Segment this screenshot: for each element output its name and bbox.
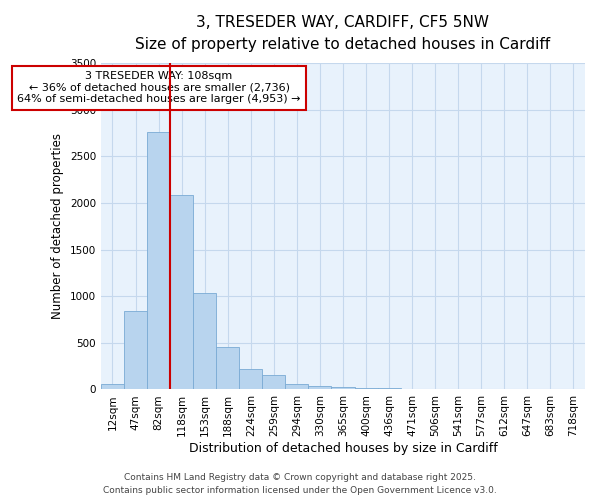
Bar bbox=[424, 389, 446, 390]
Bar bbox=[101, 384, 124, 390]
Title: 3, TRESEDER WAY, CARDIFF, CF5 5NW
Size of property relative to detached houses i: 3, TRESEDER WAY, CARDIFF, CF5 5NW Size o… bbox=[136, 15, 551, 52]
Bar bbox=[286, 384, 308, 390]
Bar bbox=[193, 294, 216, 390]
Bar bbox=[262, 376, 286, 390]
Bar bbox=[147, 132, 170, 390]
Y-axis label: Number of detached properties: Number of detached properties bbox=[51, 134, 64, 320]
Text: Contains HM Land Registry data © Crown copyright and database right 2025.
Contai: Contains HM Land Registry data © Crown c… bbox=[103, 474, 497, 495]
Bar bbox=[331, 387, 355, 390]
Bar bbox=[124, 311, 147, 390]
Bar bbox=[239, 370, 262, 390]
Bar bbox=[308, 386, 331, 390]
X-axis label: Distribution of detached houses by size in Cardiff: Distribution of detached houses by size … bbox=[188, 442, 497, 455]
Bar bbox=[170, 194, 193, 390]
Bar bbox=[355, 388, 377, 390]
Text: 3 TRESEDER WAY: 108sqm
← 36% of detached houses are smaller (2,736)
64% of semi-: 3 TRESEDER WAY: 108sqm ← 36% of detached… bbox=[17, 71, 301, 104]
Bar bbox=[377, 388, 401, 390]
Bar bbox=[216, 347, 239, 390]
Bar bbox=[401, 388, 424, 390]
